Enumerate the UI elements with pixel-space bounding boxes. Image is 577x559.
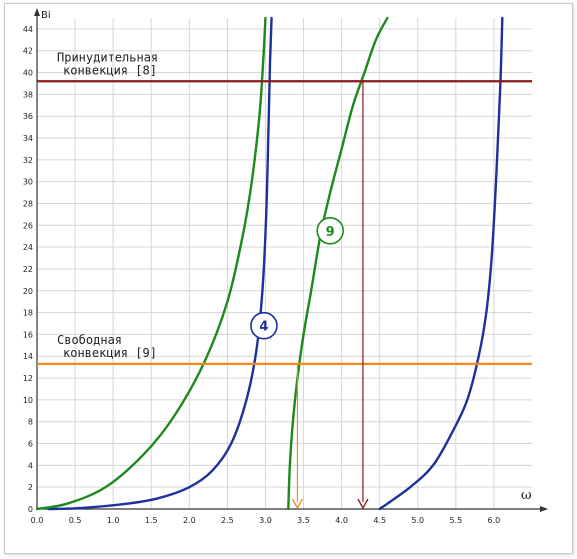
curve-marker-label: 4 — [259, 320, 268, 335]
y-tick-label: 14 — [23, 352, 33, 361]
y-tick-label: 44 — [23, 25, 33, 34]
grid — [37, 18, 532, 509]
y-tick-label: 30 — [23, 178, 33, 187]
curves — [35, 16, 504, 511]
y-tick-label: 12 — [23, 374, 33, 383]
x-tick-label: 0.0 — [31, 516, 44, 525]
y-tick-label: 4 — [28, 461, 33, 470]
y-tick-label: 16 — [23, 330, 33, 339]
x-tick-label: 4.0 — [335, 516, 348, 525]
curve-marker-circle — [316, 216, 344, 245]
x-tick-label: 2.5 — [221, 516, 234, 525]
chart-svg: 0.0 0.5 1.0 1.5 2.0 2.5 3.0 3.5 4.0 4.5 5.0 5.5 6.0 0… — [23, 8, 548, 525]
y-tick-label: 24 — [23, 243, 33, 252]
y-tick-label: 8 — [28, 418, 33, 427]
y-tick-label: 10 — [23, 396, 33, 405]
drop-line-arrow — [291, 498, 304, 510]
y-tick-label: 34 — [23, 134, 33, 143]
x-axis-arrow — [540, 506, 548, 512]
reference-label: Принудительная — [57, 50, 158, 64]
drop-line-arrow — [357, 498, 369, 510]
series-line-green — [35, 16, 267, 511]
y-tick-label: 18 — [23, 309, 33, 318]
x-tick-label: 0.5 — [69, 516, 82, 525]
y-tick-label: 20 — [23, 287, 33, 296]
x-tick-label: 1.5 — [145, 516, 158, 525]
y-tick-label: 0 — [28, 505, 33, 514]
y-tick-label: 26 — [23, 221, 33, 230]
series-line-blue — [378, 16, 504, 511]
y-tick-label: 36 — [23, 112, 33, 121]
chart-frame: 0.0 0.5 1.0 1.5 2.0 2.5 3.0 3.5 4.0 4.5 5.0 5.5 6.0 0… — [4, 3, 573, 554]
y-tick-label: 42 — [23, 47, 33, 56]
reference-label: конвекция [8] — [63, 63, 157, 77]
x-tick-label: 4.5 — [373, 516, 386, 525]
axes — [34, 8, 548, 512]
x-tick-label: 1.0 — [107, 516, 120, 525]
x-axis-label: ω — [521, 488, 532, 503]
y-tick-label: 28 — [23, 199, 33, 208]
curve-markers: 49 — [250, 216, 344, 340]
x-tick-label: 2.0 — [183, 516, 196, 525]
x-tick-label: 5.5 — [449, 516, 462, 525]
x-tick-label: 5.0 — [411, 516, 424, 525]
y-tick-label: 2 — [28, 483, 33, 492]
tick-labels: 0.0 0.5 1.0 1.5 2.0 2.5 3.0 3.5 4.0 4.5 5.0 5.5 6.0 0… — [23, 25, 500, 525]
curve-marker-circle — [250, 311, 278, 340]
y-axis-label: Bi — [41, 10, 51, 21]
y-axis-arrow — [34, 8, 40, 16]
y-tick-label: 38 — [23, 90, 33, 99]
x-tick-label: 3.5 — [297, 516, 310, 525]
reference-label: Свободная — [57, 333, 122, 347]
x-tick-label: 6.0 — [488, 516, 501, 525]
y-tick-label: 22 — [23, 265, 33, 274]
y-tick-label: 6 — [28, 440, 33, 449]
reference-label: конвекция [9] — [63, 346, 157, 360]
series-line-blue — [47, 16, 273, 511]
x-tick-label: 3.0 — [259, 516, 272, 525]
y-tick-label: 32 — [23, 156, 33, 165]
y-tick-label: 40 — [23, 69, 33, 78]
curve-marker-label: 9 — [326, 225, 335, 240]
